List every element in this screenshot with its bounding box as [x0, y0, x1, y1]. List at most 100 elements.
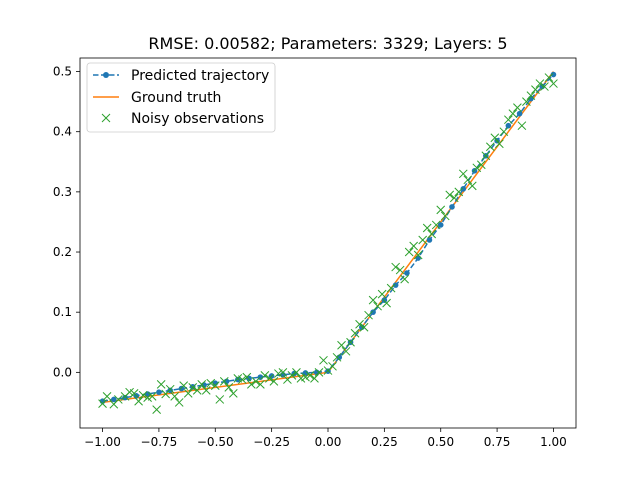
noisy-observation-point: [242, 372, 252, 382]
predicted-point: [516, 110, 523, 117]
noisy-observation-point: [508, 109, 518, 119]
noisy-observation-point: [463, 175, 473, 185]
noisy-observation-point: [445, 190, 455, 200]
noisy-observation-point: [404, 247, 414, 257]
noisy-observation-point: [170, 392, 180, 401]
noisy-observation-point: [113, 395, 123, 404]
predicted-point: [156, 389, 162, 396]
noisy-observation-point: [458, 169, 468, 179]
noisy-observation-point: [147, 392, 157, 401]
noisy-observation-point: [228, 389, 238, 398]
noisy-observation-point: [513, 103, 522, 112]
noisy-observation-point: [476, 160, 486, 170]
noisy-observation-point: [174, 398, 184, 407]
legend-item-noisy: Noisy observations: [101, 111, 264, 127]
noisy-observation-point: [337, 340, 346, 350]
noisy-observation-point: [156, 380, 166, 389]
noisy-observation-point: [418, 235, 428, 245]
noisy-observation-point: [382, 298, 391, 308]
x-tick-label: 0.00: [315, 435, 342, 449]
noisy-observation-point: [350, 328, 360, 338]
predicted-point: [235, 376, 241, 383]
legend-label-noisy: Noisy observations: [131, 111, 264, 127]
x-tick-label: −1.00: [84, 435, 121, 449]
x-tick-label: 0.50: [427, 435, 454, 449]
legend-item-predicted: Predicted trajectory: [93, 68, 269, 84]
x-tick-label: 0.75: [484, 435, 511, 449]
predicted-point: [437, 222, 444, 228]
predicted-point: [167, 387, 173, 394]
noisy-observation-point: [526, 91, 536, 100]
noisy-observation-point: [269, 377, 279, 386]
x-tick-label: 0.25: [371, 435, 398, 449]
noisy-observation-point: [152, 405, 162, 415]
noisy-observation-point: [215, 395, 225, 404]
noisy-observation-point: [535, 79, 545, 88]
y-axis: 0.0 0.1 0.2 0.3 0.4 0.5: [53, 65, 80, 379]
noisy-observation-point: [197, 380, 207, 389]
noisy-observation-point: [98, 399, 107, 408]
noisy-observation-point: [377, 289, 387, 299]
noisy-observation-point: [544, 73, 554, 82]
legend-marker-noisy: [101, 113, 111, 123]
noisy-observation-point: [467, 181, 477, 191]
noisy-observation-point: [265, 374, 274, 383]
noisy-observation-point: [413, 250, 423, 260]
y-tick-label: 0.3: [53, 185, 72, 199]
noisy-observation-point: [549, 79, 558, 88]
noisy-observation-point: [165, 384, 175, 394]
predicted-point: [415, 255, 421, 261]
noisy-observation-point: [364, 310, 373, 320]
legend-label-predicted: Predicted trajectory: [131, 68, 269, 84]
y-tick-label: 0.2: [53, 245, 72, 259]
noisy-observation-point: [481, 151, 491, 161]
predicted-point: [449, 204, 455, 210]
predicted-point: [392, 282, 399, 288]
noisy-observation-point: [436, 205, 446, 215]
predicted-point: [370, 309, 376, 315]
noisy-observation-point: [134, 396, 143, 406]
noisy-observation-point: [373, 301, 382, 311]
x-tick-label: −0.25: [253, 435, 290, 449]
noisy-observation-point: [517, 121, 527, 131]
predicted-point: [494, 137, 500, 144]
noisy-observation-point: [292, 367, 301, 377]
noisy-observation-point: [192, 386, 202, 395]
noisy-observation-point: [449, 193, 459, 203]
x-tick-label: 1.00: [540, 435, 567, 449]
noisy-observation-point: [409, 241, 419, 251]
noisy-observation-point: [201, 386, 211, 395]
noisy-observation-point: [314, 367, 324, 377]
noisy-observation-point: [355, 319, 364, 329]
legend-marker-predicted: [103, 72, 109, 78]
noisy-observation-point: [102, 392, 112, 401]
predicted-point: [111, 396, 117, 403]
noisy-observation-point: [391, 262, 400, 272]
noisy-observation-point: [129, 389, 139, 398]
noisy-observation-point: [341, 346, 351, 356]
legend: Predicted trajectory Ground truth Noisy …: [86, 62, 276, 133]
y-tick-label: 0.0: [53, 365, 72, 379]
noisy-observation-point: [183, 389, 193, 398]
noisy-observation-point: [332, 352, 342, 362]
predicted-point: [471, 168, 478, 174]
legend-item-ground-truth: Ground truth: [93, 90, 221, 106]
legend-label-ground-truth: Ground truth: [131, 90, 221, 106]
x-axis: −1.00 −0.75 −0.50 −0.25 0.00 0.25 0.50 0.75 1.00: [84, 428, 567, 449]
noisy-observation-point: [386, 283, 396, 293]
noisy-observation-point: [210, 381, 220, 390]
noisy-observation-point: [359, 322, 369, 332]
noisy-observation-point: [179, 381, 189, 390]
noisy-observation-point: [422, 223, 432, 233]
predicted-point: [122, 394, 128, 401]
noisy-observation-point: [287, 371, 297, 380]
noisy-observation-point: [522, 97, 531, 106]
noisy-observation-point: [504, 115, 513, 125]
noisy-observation-point: [246, 380, 256, 389]
noisy-observation-point: [490, 133, 500, 143]
noisy-observation-point: [138, 390, 148, 400]
noisy-observation-point: [219, 377, 229, 386]
x-tick-label: −0.50: [197, 435, 234, 449]
x-tick-label: −0.75: [141, 435, 178, 449]
